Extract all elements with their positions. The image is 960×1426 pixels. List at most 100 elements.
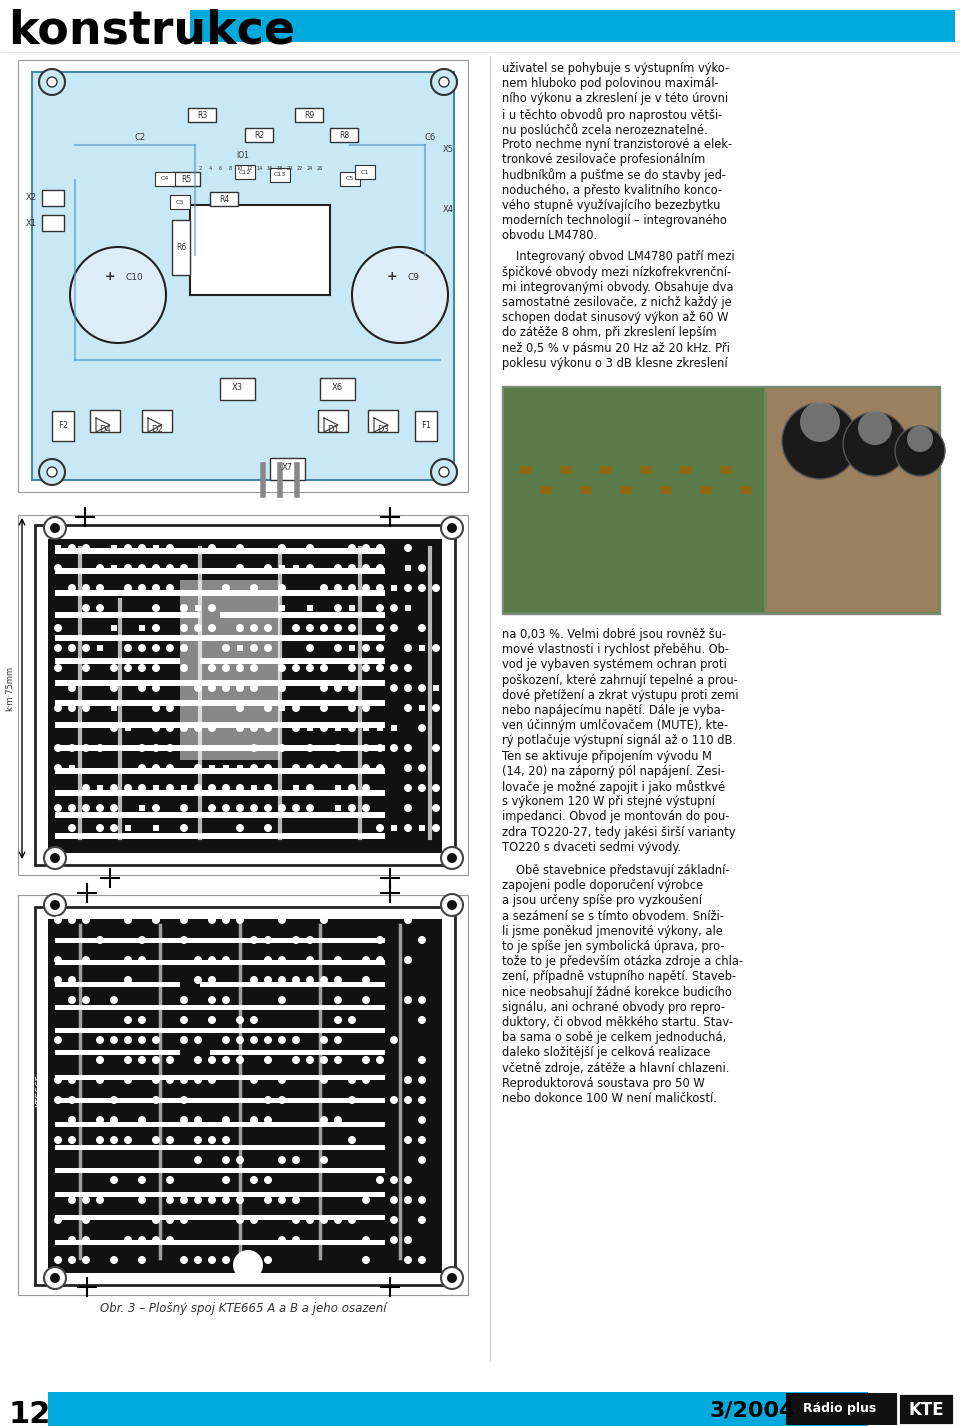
Circle shape <box>334 764 342 771</box>
Text: samostatné zesilovače, z nichž každý je: samostatné zesilovače, z nichž každý je <box>502 297 732 309</box>
Circle shape <box>180 1216 188 1224</box>
Circle shape <box>278 975 286 984</box>
Text: mové vlastnosti i rychlost přeběhu. Ob-: mové vlastnosti i rychlost přeběhu. Ob- <box>502 643 729 656</box>
Circle shape <box>236 1156 244 1164</box>
Bar <box>172 173 200 185</box>
Circle shape <box>432 804 440 811</box>
Text: signálu, ani ochrané obvody pro repro-: signálu, ani ochrané obvody pro repro- <box>502 1001 725 1014</box>
Circle shape <box>320 764 328 771</box>
Circle shape <box>96 585 104 592</box>
Circle shape <box>138 1256 146 1263</box>
Circle shape <box>306 955 314 964</box>
Circle shape <box>152 605 160 612</box>
Circle shape <box>306 744 314 752</box>
Bar <box>580 486 592 493</box>
Bar <box>55 744 385 752</box>
Text: Proto nechme nyní tranzistorové a elek-: Proto nechme nyní tranzistorové a elek- <box>502 138 732 151</box>
Circle shape <box>44 1266 66 1289</box>
Circle shape <box>110 784 118 791</box>
Bar <box>55 722 385 729</box>
Text: včetně zdroje, zátěže a hlavní chlazeni.: včetně zdroje, zátěže a hlavní chlazeni. <box>502 1061 730 1075</box>
Bar <box>55 1098 385 1102</box>
Circle shape <box>264 935 272 944</box>
Text: nice neobsahují žádné korekce budicího: nice neobsahují žádné korekce budicího <box>502 985 732 998</box>
Circle shape <box>306 784 314 791</box>
Circle shape <box>390 1196 398 1204</box>
Circle shape <box>68 824 76 831</box>
Text: Reproduktorová soustava pro 50 W: Reproduktorová soustava pro 50 W <box>502 1077 705 1089</box>
Circle shape <box>180 625 188 632</box>
Circle shape <box>264 645 272 652</box>
Text: li jsme poněkud jmenovité výkony, ale: li jsme poněkud jmenovité výkony, ale <box>502 925 723 938</box>
Text: 2: 2 <box>199 165 202 171</box>
Circle shape <box>292 1196 300 1204</box>
Bar <box>279 565 285 570</box>
Circle shape <box>194 784 202 791</box>
Circle shape <box>278 955 286 964</box>
Circle shape <box>96 824 104 831</box>
Circle shape <box>250 684 258 692</box>
Circle shape <box>250 1077 258 1084</box>
Bar <box>355 165 375 180</box>
Circle shape <box>180 995 188 1004</box>
Text: k·m·75mm: k·m·75mm <box>6 666 14 710</box>
Circle shape <box>418 724 426 732</box>
Circle shape <box>306 764 314 771</box>
Bar <box>330 128 358 143</box>
Text: C12: C12 <box>239 170 252 174</box>
Bar <box>55 590 385 596</box>
Text: to je spíše jen symbolická úprava, pro-: to je spíše jen symbolická úprava, pro- <box>502 940 725 953</box>
Circle shape <box>250 665 258 672</box>
Circle shape <box>404 704 412 712</box>
Text: konstrukce: konstrukce <box>8 9 295 53</box>
Circle shape <box>348 565 356 572</box>
Bar <box>111 704 117 712</box>
Circle shape <box>236 665 244 672</box>
Text: schopen dodat sinusový výkon až 60 W: schopen dodat sinusový výkon až 60 W <box>502 311 729 324</box>
Bar <box>153 545 159 550</box>
Circle shape <box>68 915 76 924</box>
Bar <box>55 700 385 706</box>
Bar <box>504 388 764 612</box>
Circle shape <box>194 625 202 632</box>
Circle shape <box>180 665 188 672</box>
Circle shape <box>390 744 398 752</box>
Circle shape <box>306 543 314 552</box>
Bar <box>560 466 572 473</box>
Bar <box>540 486 552 493</box>
Circle shape <box>236 543 244 552</box>
Circle shape <box>54 915 62 924</box>
Circle shape <box>222 1037 230 1044</box>
Circle shape <box>166 704 174 712</box>
Circle shape <box>138 1236 146 1243</box>
Circle shape <box>376 543 384 552</box>
Circle shape <box>236 804 244 811</box>
Circle shape <box>376 1057 384 1064</box>
Circle shape <box>124 1137 132 1144</box>
Bar <box>55 548 385 553</box>
Circle shape <box>236 1256 244 1263</box>
Circle shape <box>138 645 146 652</box>
Bar <box>97 645 103 652</box>
Bar <box>391 724 397 732</box>
Circle shape <box>54 625 62 632</box>
Bar <box>125 826 131 831</box>
Circle shape <box>138 684 146 692</box>
Circle shape <box>376 824 384 831</box>
Bar <box>42 190 64 205</box>
Circle shape <box>138 543 146 552</box>
Circle shape <box>264 1057 272 1064</box>
Circle shape <box>404 1137 412 1144</box>
Circle shape <box>236 684 244 692</box>
Circle shape <box>124 784 132 791</box>
Circle shape <box>138 665 146 672</box>
Circle shape <box>208 955 216 964</box>
Bar <box>35 907 455 1285</box>
Text: C10: C10 <box>126 272 144 281</box>
Circle shape <box>376 744 384 752</box>
Circle shape <box>362 1256 370 1263</box>
Circle shape <box>404 1097 412 1104</box>
Bar <box>155 173 175 185</box>
Bar <box>190 10 955 41</box>
Circle shape <box>68 645 76 652</box>
